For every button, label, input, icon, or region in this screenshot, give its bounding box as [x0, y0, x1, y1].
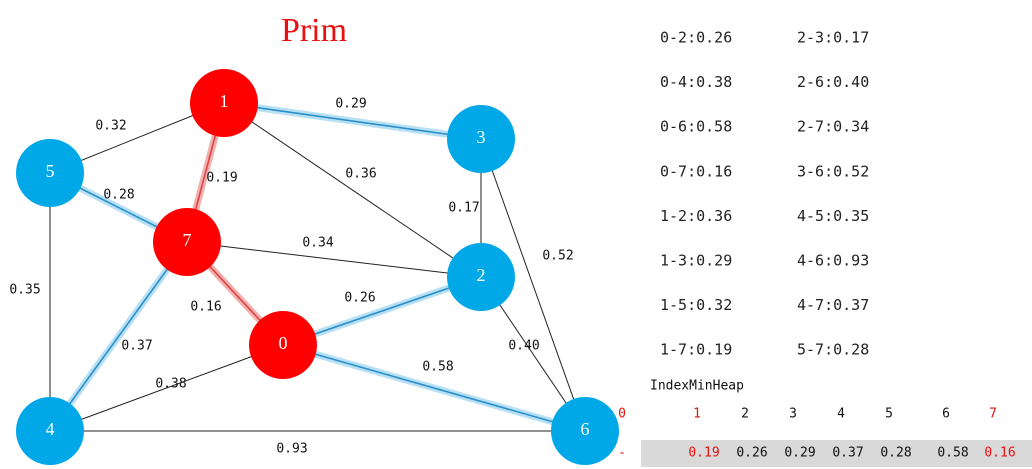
title: Prim: [281, 12, 347, 49]
edge-entry: 5-7:0.28: [797, 341, 869, 359]
edge-entry: 0-4:0.38: [660, 73, 732, 91]
edge: [186, 241, 482, 278]
node: [16, 139, 84, 207]
edge-entry: 1-5:0.32: [660, 296, 732, 314]
node: [249, 311, 317, 379]
heap-value: 0.26: [736, 446, 767, 461]
edge-weight: 0.35: [9, 283, 40, 298]
edge-weight: 0.17: [448, 201, 479, 216]
node-label: 3: [477, 127, 486, 147]
edge-entry: 0-2:0.26: [660, 29, 732, 47]
nodes: 0 1 2 3 4 5 6 7: [16, 69, 619, 465]
edge-weight: 0.58: [422, 360, 453, 375]
node: [551, 397, 619, 465]
node-label: 4: [46, 419, 55, 439]
edge-entry: 4-5:0.35: [797, 207, 869, 225]
node: [16, 397, 84, 465]
heap-index: 1: [693, 407, 701, 422]
edge: [480, 138, 586, 432]
edge-entry: 0-7:0.16: [660, 162, 732, 180]
heap-index: 6: [942, 407, 950, 422]
heap-value: 0.29: [784, 446, 815, 461]
edge-entry: 2-6:0.40: [797, 73, 869, 91]
node: [190, 69, 258, 137]
edge-weight: 0.34: [302, 236, 333, 251]
heap-value: 0.28: [880, 446, 911, 461]
edge: [49, 241, 188, 432]
node-label: 0: [279, 333, 288, 353]
edge-entry: 4-7:0.37: [797, 296, 869, 314]
edge-weight: 0.26: [344, 291, 375, 306]
heap-index: 7: [989, 407, 997, 422]
edge-weight: 0.19: [206, 171, 237, 186]
heap-value: -: [618, 446, 626, 461]
edge-entry: 3-6:0.52: [797, 162, 869, 180]
edge-entry: 1-2:0.36: [660, 207, 732, 225]
edge: [49, 344, 284, 432]
heap-value: 0.19: [688, 446, 719, 461]
node-label: 5: [46, 161, 55, 181]
edge-weight: 0.40: [508, 339, 539, 354]
edge-weight: 0.28: [103, 188, 134, 203]
edge: [282, 276, 482, 346]
node-label: 1: [220, 91, 229, 111]
node-label: 2: [477, 265, 486, 285]
edge-weight: 0.93: [276, 442, 307, 457]
heap-row-bg: [641, 440, 1032, 467]
heap-value: 0.16: [984, 446, 1015, 461]
edge-weight: 0.37: [121, 339, 152, 354]
node-label: 7: [183, 230, 192, 250]
edge-entry: 2-7:0.34: [797, 118, 869, 136]
node: [447, 243, 515, 311]
side-panel: 0-2:0.26 2-3:0.17 0-4:0.38 2-6:0.40 0-6:0.58…: [618, 29, 1016, 461]
node: [447, 105, 515, 173]
edge: [223, 102, 482, 140]
edge-entry: 1-7:0.19: [660, 341, 732, 359]
heap-index: 5: [885, 407, 893, 422]
heap-value: 0.37: [832, 446, 863, 461]
node-label: 6: [581, 419, 590, 439]
node: [153, 208, 221, 276]
edge-entry: 1-3:0.29: [660, 252, 732, 270]
heap-index: 4: [837, 407, 845, 422]
edge: [282, 344, 586, 432]
edge-weight: 0.38: [155, 377, 186, 392]
edge-entry: 0-6:0.58: [660, 118, 732, 136]
heap-index: 3: [789, 407, 797, 422]
heap-index: 0: [618, 407, 626, 422]
edge-weight: 0.16: [190, 300, 221, 315]
heap-index: 2: [741, 407, 749, 422]
edge: [223, 102, 482, 278]
heap-title: IndexMinHeap: [650, 379, 744, 394]
edge-entry: 4-6:0.93: [797, 252, 869, 270]
edge-weight: 0.29: [335, 97, 366, 112]
edge-weight: 0.36: [345, 167, 376, 182]
edge-weight: 0.52: [542, 249, 573, 264]
heap-value: 0.58: [937, 446, 968, 461]
edge-entry: 2-3:0.17: [797, 29, 869, 47]
edge-weight: 0.32: [95, 119, 126, 134]
